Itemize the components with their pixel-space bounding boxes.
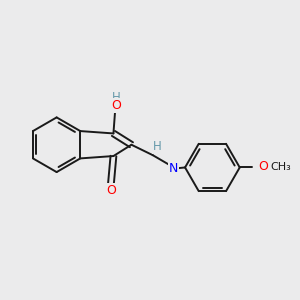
Text: O: O: [106, 184, 116, 197]
Text: O: O: [112, 99, 122, 112]
Text: H: H: [153, 140, 161, 153]
Text: N: N: [169, 162, 178, 175]
Text: H: H: [112, 91, 121, 104]
Text: CH₃: CH₃: [270, 162, 291, 172]
Text: O: O: [258, 160, 268, 173]
